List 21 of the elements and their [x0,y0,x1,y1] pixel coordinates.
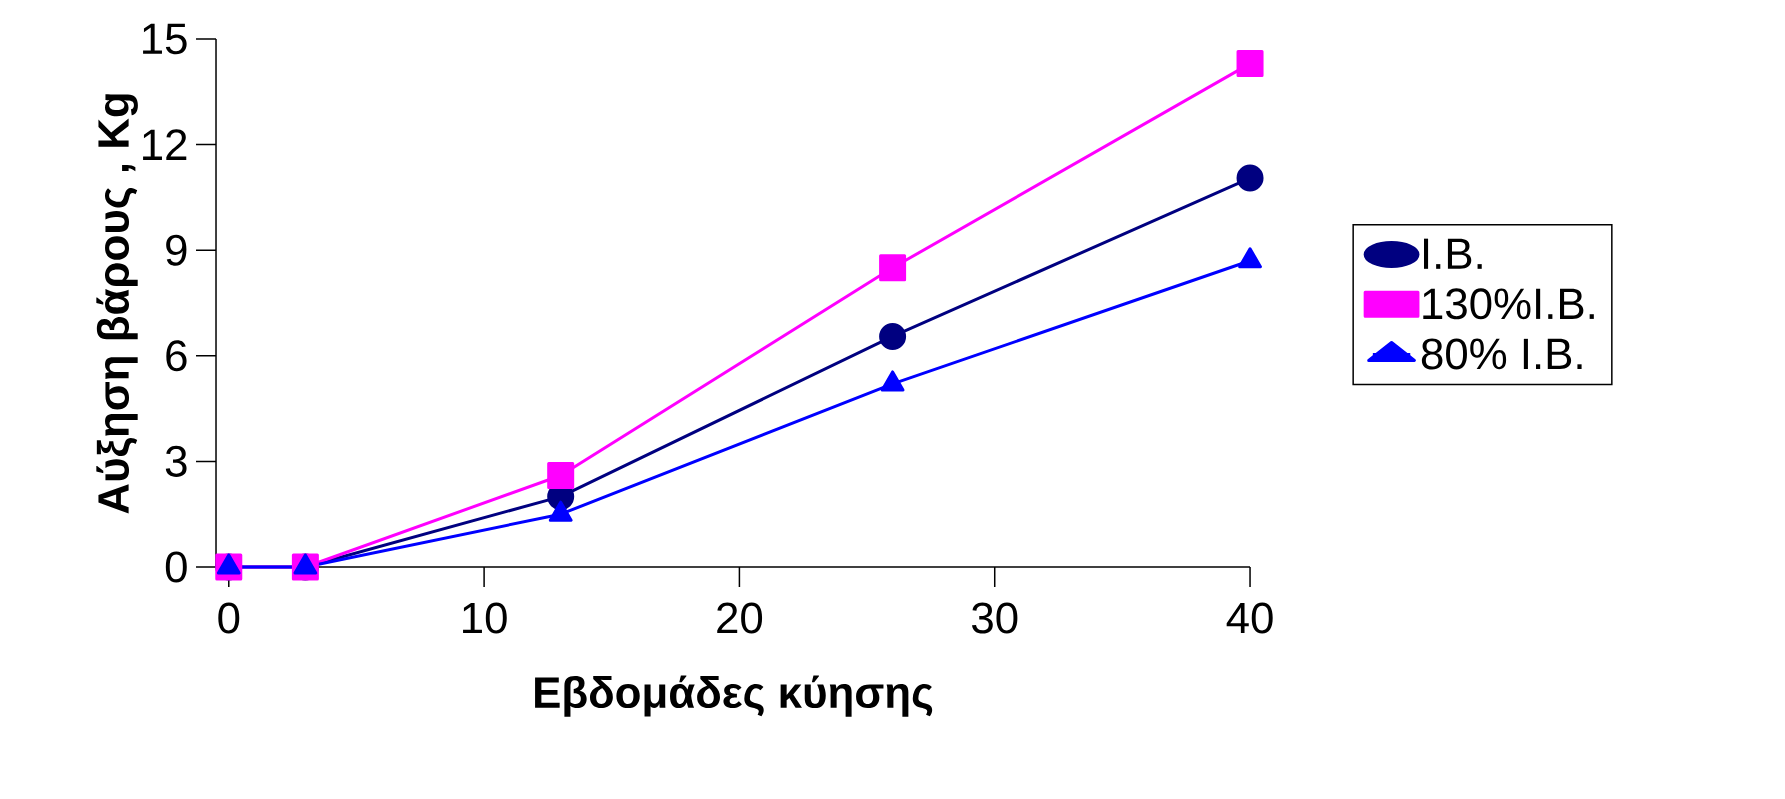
point [547,461,575,489]
x-axis-title: Εβδομάδες κύησης [535,675,933,717]
y-tick-label: 12 [143,129,187,160]
x-tick-label: 30 [972,602,1018,634]
x-tick-label: 20 [717,602,763,634]
y-tick-label: 0 [165,551,187,583]
x-tick-label: 40 [1226,602,1273,634]
point [1236,50,1264,78]
legend-label: 80% I.B. [1421,338,1582,370]
y-tick-label: 9 [166,234,187,266]
point [1236,164,1264,192]
x-tick-label: 0 [218,602,240,634]
y-tick-label: 3 [165,445,187,477]
point [879,254,907,282]
y-tick-label: 15 [143,23,187,55]
point [879,322,907,350]
legend-label: 130%I.B. [1423,288,1594,320]
x-tick-label: 10 [463,602,507,634]
y-tick-label: 6 [166,340,187,372]
legend-label: I.B. [1424,238,1482,269]
y-axis-title: Αύξηση βάρους , Kg [96,94,138,514]
